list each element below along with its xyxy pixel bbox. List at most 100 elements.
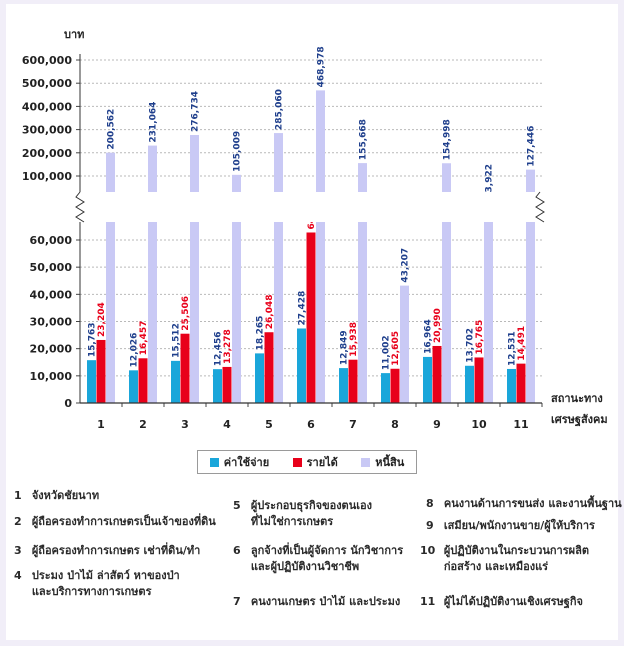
data-label-debt: 155,668 — [359, 119, 369, 160]
legend-label-expense: ค่าใช้จ่าย — [223, 456, 270, 469]
data-label-income: 16,457 — [139, 321, 149, 356]
category-num: 2 — [14, 515, 22, 528]
category-text: ประมง ป่าไม้ ล่าสัตว์ หาของป่า และบริการ… — [31, 569, 180, 598]
axis-break-band — [50, 192, 552, 222]
data-label-income: 15,938 — [349, 322, 359, 357]
bar-debt — [106, 152, 115, 403]
bar-debt — [274, 133, 283, 403]
category-text: เสมียน/พนักงานขาย/ผู้ให้บริการ — [443, 519, 595, 532]
bar-expense — [87, 360, 96, 403]
bar-income — [516, 363, 526, 403]
x-axis-label-line2: เศรษฐสังคม — [551, 413, 608, 427]
bar-debt — [526, 169, 535, 403]
bar-expense — [423, 356, 432, 403]
y-tick-label: 300,000 — [22, 124, 72, 137]
bar-income — [96, 339, 106, 403]
data-label-debt: 43,207 — [401, 248, 411, 283]
data-label-expense: 12,026 — [130, 333, 140, 368]
legend-label-income: รายได้ — [306, 456, 338, 469]
category-text: จังหวัดชัยนาท — [31, 489, 100, 502]
x-tick-label: 8 — [391, 418, 399, 431]
legend-item-debt: หนี้สิน — [361, 453, 404, 471]
bar-income — [432, 345, 442, 403]
data-label-expense: 27,428 — [298, 291, 308, 326]
x-tick-labels: 1 2 3 4 5 6 7 8 9 10 11 — [97, 418, 528, 431]
category-item-3: 3 ผู้ถือครองทำการเกษตร เช่าที่ดิน/ทำ — [14, 543, 200, 559]
data-label-expense: 15,763 — [88, 322, 98, 357]
category-item-5: 5 ผู้ประกอบธุรกิจของตนเอง ที่ไม่ใช่การเก… — [233, 498, 372, 530]
category-item-8: 8 คนงานด้านการขนส่ง และงานพื้นฐาน — [426, 496, 622, 512]
data-label-debt: 83,922 — [485, 164, 495, 199]
data-label-expense: 18,265 — [256, 316, 266, 351]
data-label-income: 20,990 — [433, 308, 443, 343]
bar-debt — [400, 285, 409, 403]
category-num: 9 — [426, 519, 434, 532]
y-tick-label: 30,000 — [30, 316, 73, 329]
x-tick-label: 6 — [307, 418, 315, 431]
category-num: 4 — [14, 569, 22, 582]
y-tick-label: 20,000 — [30, 343, 73, 356]
data-label-expense: 12,456 — [214, 331, 224, 366]
category-text: คนงานเกษตร ป่าไม้ และประมง — [250, 595, 401, 608]
data-label-income: 12,605 — [391, 331, 401, 366]
bar-expense — [297, 328, 306, 403]
category-item-11: 11 ผู้ไม่ได้ปฏิบัติงานเชิงเศรษฐกิจ — [420, 594, 583, 610]
data-label-expense: 13,702 — [466, 328, 476, 363]
bar-income — [306, 232, 316, 403]
x-tick-label: 2 — [139, 418, 147, 431]
data-label-income: 16,765 — [475, 320, 485, 355]
y-tick-label: 0 — [64, 397, 72, 410]
bar-debt — [358, 163, 367, 403]
y-axis-label: บาท — [64, 28, 84, 41]
legend-label-debt: หนี้สิน — [375, 456, 405, 469]
bar-income — [138, 358, 148, 403]
bar-debt — [148, 145, 157, 404]
data-label-expense: 15,512 — [172, 323, 182, 358]
axes — [50, 54, 552, 407]
category-num: 1 — [14, 489, 22, 502]
data-label-debt: 154,998 — [443, 119, 453, 160]
data-label-expense: 12,531 — [508, 331, 518, 366]
y-tick-label: 100,000 — [22, 170, 72, 183]
data-label-income: 25,506 — [181, 296, 191, 331]
category-item-6: 6 ลูกจ้างที่เป็นผู้จัดการ นักวิชาการ และ… — [233, 543, 403, 575]
bar-income — [348, 359, 358, 403]
bar-debt — [442, 163, 451, 403]
bar-expense — [129, 370, 138, 403]
bar-expense — [465, 365, 474, 403]
bar-income — [222, 366, 232, 403]
data-label-debt: 127,446 — [527, 126, 537, 167]
category-num: 11 — [420, 595, 436, 608]
legend-swatch-debt — [361, 457, 371, 467]
bar-expense — [339, 368, 348, 403]
y-tick-labels: 0 10,000 20,000 30,000 40,000 50,000 60,000 100… — [22, 54, 72, 410]
category-item-10: 10 ผู้ปฏิบัติงานในกระบวนการผลิต ก่อสร้าง… — [420, 543, 589, 575]
data-label-expense: 16,964 — [424, 319, 434, 354]
bar-debt — [316, 90, 325, 404]
x-tick-label: 11 — [513, 418, 528, 431]
bar-expense — [213, 369, 222, 403]
category-text: ผู้ถือครองทำการเกษตรเป็นเจ้าของที่ดิน — [31, 515, 216, 528]
category-item-9: 9 เสมียน/พนักงานขาย/ผู้ให้บริการ — [426, 518, 595, 534]
category-text: ผู้ไม่ได้ปฏิบัติงานเชิงเศรษฐกิจ — [443, 595, 583, 608]
category-num: 10 — [420, 544, 436, 557]
category-legend: 1 จังหวัดชัยนาท 2 ผู้ถือครองทำการเกษตรเป… — [0, 488, 624, 618]
category-item-4: 4 ประมง ป่าไม้ ล่าสัตว์ หาของป่า และบริก… — [14, 568, 180, 600]
bar-income — [390, 368, 400, 403]
category-num: 3 — [14, 544, 22, 557]
bar-expense — [381, 373, 390, 403]
data-label-expense: 11,002 — [382, 335, 392, 370]
bar-expense — [507, 368, 516, 403]
x-tick-label: 4 — [223, 418, 231, 431]
category-num: 8 — [426, 497, 434, 510]
data-label-income: 23,204 — [97, 302, 107, 337]
x-tick-label: 9 — [433, 418, 441, 431]
category-item-1: 1 จังหวัดชัยนาท — [14, 488, 99, 504]
bar-debt — [484, 201, 493, 403]
x-tick-label: 5 — [265, 418, 273, 431]
bar-income — [474, 357, 484, 403]
bars — [87, 90, 535, 404]
category-text: ผู้ปฏิบัติงานในกระบวนการผลิต ก่อสร้าง แล… — [443, 544, 589, 573]
x-tick-label: 1 — [97, 418, 105, 431]
